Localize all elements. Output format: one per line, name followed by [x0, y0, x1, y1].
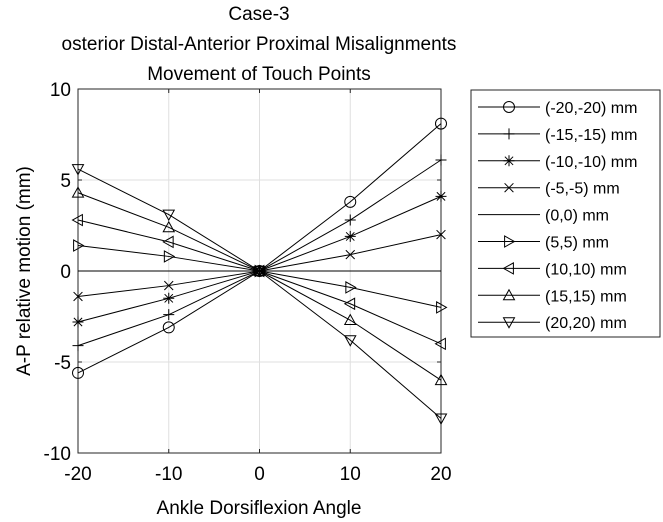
data-point-marker — [503, 155, 515, 167]
legend: (-20,-20) mm (-15,-15) mm (-10,-10) mm (-5,… — [470, 89, 661, 338]
data-point-marker — [163, 292, 175, 304]
series-8 — [71, 164, 448, 425]
legend-entry: (10,10) mm — [478, 261, 627, 278]
y-tick-label: -5 — [54, 353, 71, 374]
legend-entry: (-20,-20) mm — [478, 100, 637, 117]
x-tick-label: 10 — [340, 464, 361, 485]
data-point-marker — [436, 229, 446, 240]
y-tick-label: 0 — [60, 262, 71, 283]
data-point-marker — [343, 297, 356, 311]
x-tick-label: -10 — [155, 464, 182, 485]
data-point-marker — [503, 128, 515, 140]
data-point-marker — [435, 154, 447, 166]
data-point-marker — [162, 321, 175, 334]
x-tick-label: 20 — [430, 464, 451, 485]
legend-entry: (-15,-15) mm — [478, 127, 637, 144]
legend-entry: (0,0) mm — [478, 208, 609, 225]
data-point-marker — [254, 264, 267, 278]
data-point-marker — [73, 239, 85, 252]
data-point-marker — [504, 182, 514, 193]
data-point-marker — [71, 164, 85, 176]
data-point-marker — [163, 280, 174, 291]
x-tick-label: -20 — [64, 464, 91, 485]
data-point-marker — [504, 235, 516, 248]
legend-entry: (-10,-10) mm — [478, 154, 637, 171]
chart-title-line-2: osterior Distal-Anterior Proximal Misali… — [62, 34, 457, 55]
data-point-marker — [72, 366, 84, 379]
data-point-marker — [343, 335, 357, 347]
data-point-marker — [252, 264, 265, 278]
y-tick-label: 10 — [50, 80, 71, 101]
data-point-marker — [71, 213, 83, 227]
y-tick-label: -10 — [44, 444, 71, 465]
legend-label: (-15,-15) mm — [545, 127, 637, 144]
data-point-marker — [436, 301, 448, 314]
data-point-marker — [502, 288, 516, 301]
y-tick-label: 5 — [60, 171, 71, 192]
chart-title-line-1: Case-3 — [228, 4, 289, 25]
data-point-marker — [72, 340, 84, 352]
data-point-marker — [344, 195, 357, 208]
data-point-marker — [72, 316, 84, 328]
legend-label: (10,10) mm — [545, 261, 627, 278]
data-point-marker — [503, 101, 515, 113]
legend-label: (-5,-5) mm — [545, 181, 620, 198]
data-series — [71, 117, 448, 425]
data-point-marker — [253, 264, 266, 276]
data-point-marker — [344, 230, 356, 242]
data-point-marker — [73, 291, 83, 302]
data-point-marker — [345, 281, 357, 294]
legend-entry: (20,20) mm — [478, 315, 627, 332]
x-tick-label: 0 — [254, 464, 265, 485]
legend-label: (20,20) mm — [545, 315, 627, 332]
data-point-marker — [435, 117, 447, 130]
x-axis-label: Ankle Dorsiflexion Angle — [157, 498, 362, 519]
data-point-marker — [345, 249, 356, 260]
data-point-marker — [435, 190, 447, 202]
legend-entry: (-5,-5) mm — [478, 181, 620, 198]
data-point-marker — [344, 214, 356, 226]
legend-box — [470, 89, 661, 338]
y-axis-label: A-P relative motion (mm) — [14, 166, 35, 376]
legend-label: (15,15) mm — [545, 288, 627, 305]
data-point-marker — [163, 309, 175, 321]
data-point-marker — [71, 186, 85, 198]
data-point-marker — [434, 373, 448, 386]
data-point-marker — [434, 337, 446, 351]
legend-label: (5,5) mm — [545, 235, 609, 252]
data-point-marker — [163, 250, 176, 263]
legend-label: (0,0) mm — [545, 208, 609, 225]
series-6 — [71, 213, 446, 351]
chart-title-line-3: Movement of Touch Points — [147, 64, 371, 85]
data-point-marker — [434, 413, 448, 425]
data-point-marker — [253, 266, 266, 278]
data-point-marker — [502, 317, 516, 329]
data-point-marker — [162, 209, 176, 222]
data-point-marker — [343, 313, 357, 326]
data-point-marker — [162, 235, 174, 249]
data-point-marker — [502, 262, 514, 275]
legend-label: (-10,-10) mm — [545, 154, 637, 171]
legend-entry: (15,15) mm — [478, 288, 627, 305]
legend-label: (-20,-20) mm — [545, 100, 637, 117]
legend-entry: (5,5) mm — [478, 235, 609, 252]
data-point-marker — [162, 220, 176, 233]
series-line — [77, 168, 442, 419]
